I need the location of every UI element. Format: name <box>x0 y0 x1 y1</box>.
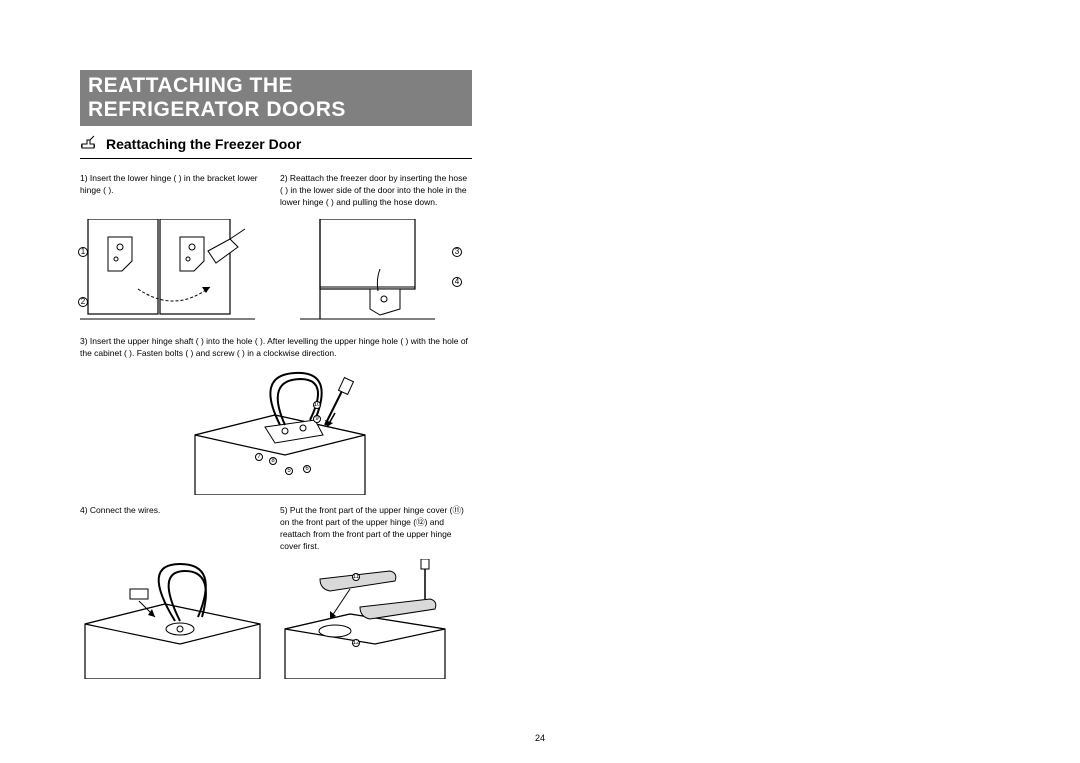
callout-3: 3 <box>452 247 462 257</box>
step-1-text: 1) Insert the lower hinge ( ) in the bra… <box>80 173 280 209</box>
steps-1-2-text: 1) Insert the lower hinge ( ) in the bra… <box>80 173 472 209</box>
diagrams-4-5: 11 12 <box>80 559 472 679</box>
page-title: REATTACHING THE REFRIGERATOR DOORS <box>88 74 346 121</box>
diagram-step-4 <box>80 559 280 679</box>
callout-4: 4 <box>452 277 462 287</box>
hand-point-icon <box>80 134 100 154</box>
step-2-text: 2) Reattach the freezer door by insertin… <box>280 173 472 209</box>
diagram-step-3: 7 8 5 6 9 10 <box>185 365 385 495</box>
callout-11: 11 <box>352 573 360 581</box>
step-4-text: 4) Connect the wires. <box>80 505 280 553</box>
section-subtitle: Reattaching the Freezer Door <box>106 136 301 152</box>
page-number: 24 <box>0 733 1080 743</box>
step-3-text: 3) Insert the upper hinge shaft ( ) into… <box>80 336 472 360</box>
callout-2: 2 <box>78 297 88 307</box>
diagram-step-5: 11 12 <box>280 559 470 679</box>
step-5-text: 5) Put the front part of the upper hinge… <box>280 505 472 553</box>
subtitle-row: Reattaching the Freezer Door <box>80 128 472 159</box>
diagram-step-2: 3 4 <box>280 219 470 324</box>
callout-12: 12 <box>352 639 360 647</box>
diagram-step-1: 1 2 <box>80 219 280 324</box>
callout-10: 10 <box>313 401 321 409</box>
callout-1: 1 <box>78 247 88 257</box>
steps-4-5-text: 4) Connect the wires. 5) Put the front p… <box>80 505 472 553</box>
diagrams-1-2: 1 2 3 4 <box>80 219 472 324</box>
page-title-bar: REATTACHING THE REFRIGERATOR DOORS <box>80 70 472 126</box>
